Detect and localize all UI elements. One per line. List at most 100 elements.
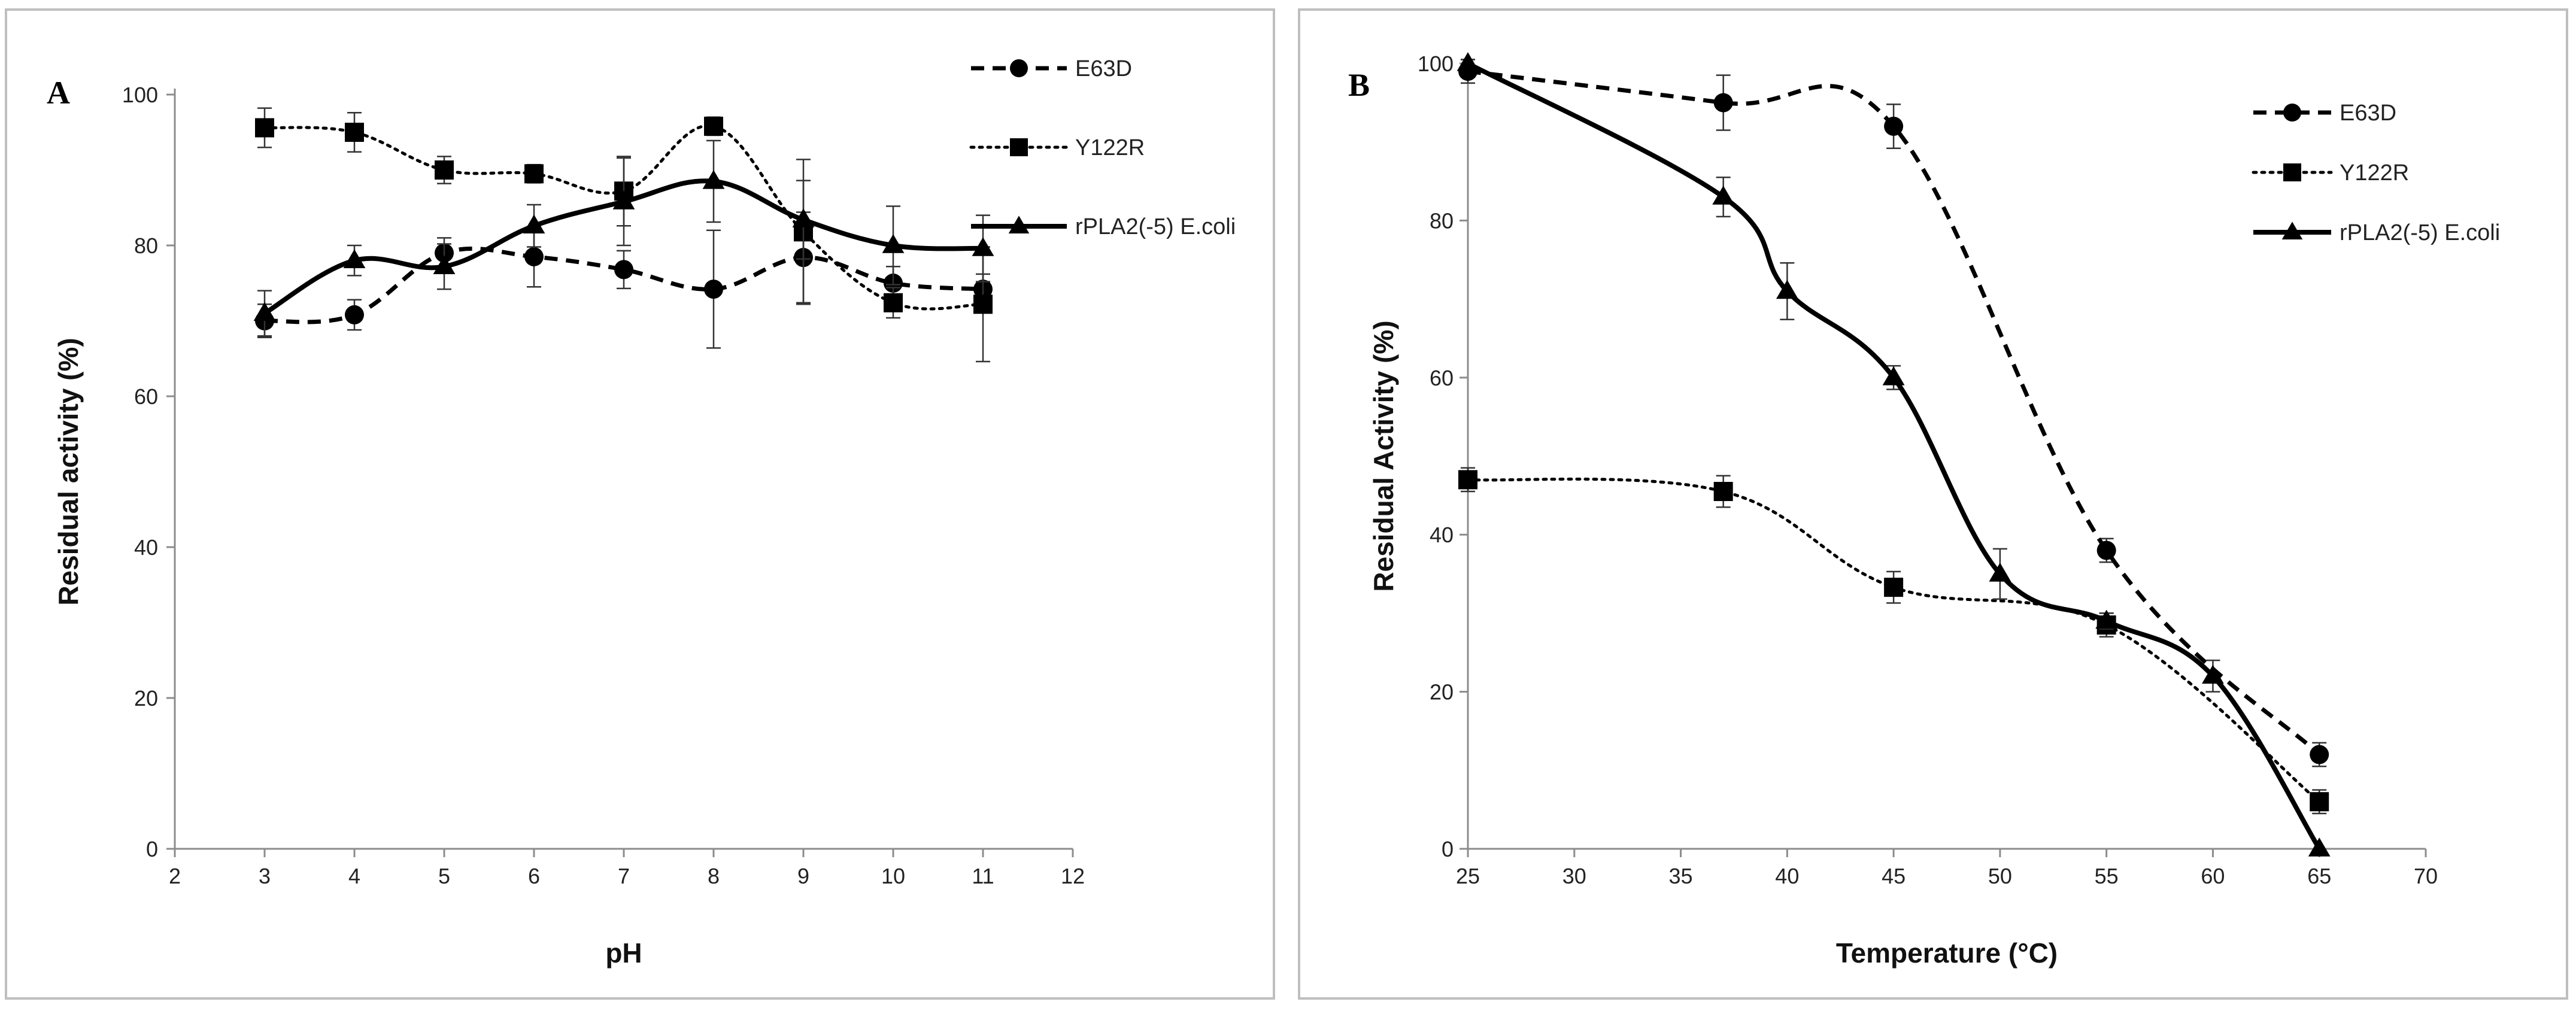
data-point [1458, 470, 1477, 490]
data-point [523, 214, 545, 234]
data-point [255, 118, 274, 138]
x-tick-label: 40 [1775, 864, 1799, 888]
x-tick-label: 25 [1456, 864, 1480, 888]
data-point [524, 164, 544, 184]
x-tick-label: 5 [438, 864, 450, 888]
data-point [345, 305, 364, 324]
y-tick-label: 20 [1430, 680, 1454, 705]
series-triangle [1457, 52, 2331, 857]
y-axis-title: Residual Activity (%) [1368, 320, 1399, 591]
data-point [1884, 116, 1904, 136]
legend-entry: E63D [2253, 101, 2396, 126]
data-point [435, 160, 454, 180]
y-tick-label: 60 [1430, 366, 1454, 390]
series-line [264, 246, 984, 324]
chart-panel-b: B 0 20 40 60 80 100 25 30 35 40 45 50 55 60 65 70 Tempera… [1298, 8, 2568, 1000]
data-point [614, 260, 633, 280]
data-point [433, 255, 456, 275]
x-tick-label: 65 [2307, 864, 2331, 888]
series-line [1466, 477, 2321, 803]
data-point [704, 116, 723, 136]
legend-label: rPLA2(-5) E.coli [2340, 220, 2500, 245]
series-line [263, 124, 985, 311]
legend-entry: E63D [971, 56, 1132, 81]
x-tick-label: 3 [259, 864, 271, 888]
data-point [1713, 482, 1733, 502]
y-tick-label: 0 [146, 837, 158, 861]
legend-label: E63D [1075, 56, 1132, 81]
data-point [1882, 366, 1905, 386]
legend-marker [1008, 215, 1030, 233]
series-circle [1458, 59, 2329, 767]
data-point [1776, 280, 1798, 299]
y-axis-title: Residual activity (%) [53, 338, 84, 605]
legend-label: E63D [2340, 101, 2396, 126]
legend-label: Y122R [2340, 160, 2409, 186]
data-point [524, 247, 544, 266]
x-tick-label: 60 [2201, 864, 2225, 888]
data-point [2308, 837, 2331, 857]
data-point [1712, 186, 1735, 205]
legend-entry: Y122R [2252, 160, 2409, 186]
x-axis-title: pH [605, 937, 642, 969]
legend-label: rPLA2(-5) E.coli [1075, 214, 1236, 239]
legend-marker [2283, 104, 2301, 122]
data-point [2310, 745, 2329, 764]
x-tick-label: 70 [2414, 864, 2438, 888]
x-tick-label: 6 [528, 864, 540, 888]
data-point [612, 190, 635, 210]
x-tick-label: 30 [1562, 864, 1586, 888]
data-point [253, 302, 276, 321]
x-tick-label: 7 [618, 864, 630, 888]
x-tick-label: 12 [1061, 864, 1085, 888]
y-tick-label: 80 [1430, 208, 1454, 233]
data-point [792, 208, 815, 227]
data-point [1989, 562, 2011, 582]
data-point [1457, 52, 1479, 71]
y-tick-label: 40 [134, 535, 158, 560]
x-tick-label: 35 [1669, 864, 1693, 888]
data-point [973, 295, 993, 314]
x-tick-label: 9 [797, 864, 809, 888]
data-point [345, 123, 364, 142]
legend-marker [1010, 59, 1028, 77]
y-tick-label: 80 [134, 233, 158, 258]
chart-b-svg: B 0 20 40 60 80 100 25 30 35 40 45 50 55 60 65 70 Tempera… [1348, 51, 2500, 969]
series-line [1467, 69, 2321, 757]
data-point [343, 249, 366, 268]
y-tick-label: 60 [134, 384, 158, 409]
data-point [884, 293, 903, 312]
x-axis-title: Temperature (°C) [1836, 937, 2058, 969]
data-point [702, 170, 725, 189]
y-tick-label: 40 [1430, 523, 1454, 547]
series-triangle [253, 139, 994, 337]
x-tick-label: 55 [2095, 864, 2119, 888]
x-tick-label: 11 [972, 864, 994, 888]
panel-label: A [47, 75, 70, 111]
legend-marker [2281, 221, 2303, 239]
data-point [1884, 578, 1904, 597]
legend-marker [2283, 163, 2301, 181]
y-tick-label: 0 [1442, 837, 1454, 861]
x-tick-label: 8 [708, 864, 720, 888]
chart-panel-a: A 0 20 40 60 80 100 2 3 4 5 6 7 8 9 10 11 12 pH Residual ac… [5, 8, 1275, 1000]
y-tick-label: 20 [134, 686, 158, 711]
x-tick-label: 10 [881, 864, 905, 888]
legend-entry: rPLA2(-5) E.coli [2253, 220, 2500, 245]
data-point [2095, 609, 2118, 629]
legend-label: Y122R [1075, 135, 1145, 160]
x-tick-label: 45 [1882, 864, 1906, 888]
data-point [2202, 664, 2224, 684]
data-point [2310, 792, 2329, 812]
y-tick-label: 100 [1418, 51, 1454, 76]
data-point [972, 237, 994, 256]
data-point [882, 234, 905, 253]
chart-a-svg: A 0 20 40 60 80 100 2 3 4 5 6 7 8 9 10 11 12 pH Residual ac… [47, 56, 1236, 969]
series-line [1467, 61, 2322, 851]
legend-entry: rPLA2(-5) E.coli [971, 214, 1236, 239]
data-point [1713, 93, 1733, 113]
data-point [704, 280, 723, 299]
x-tick-label: 50 [1988, 864, 2012, 888]
x-tick-label: 2 [169, 864, 181, 888]
series-square [1458, 467, 2329, 815]
